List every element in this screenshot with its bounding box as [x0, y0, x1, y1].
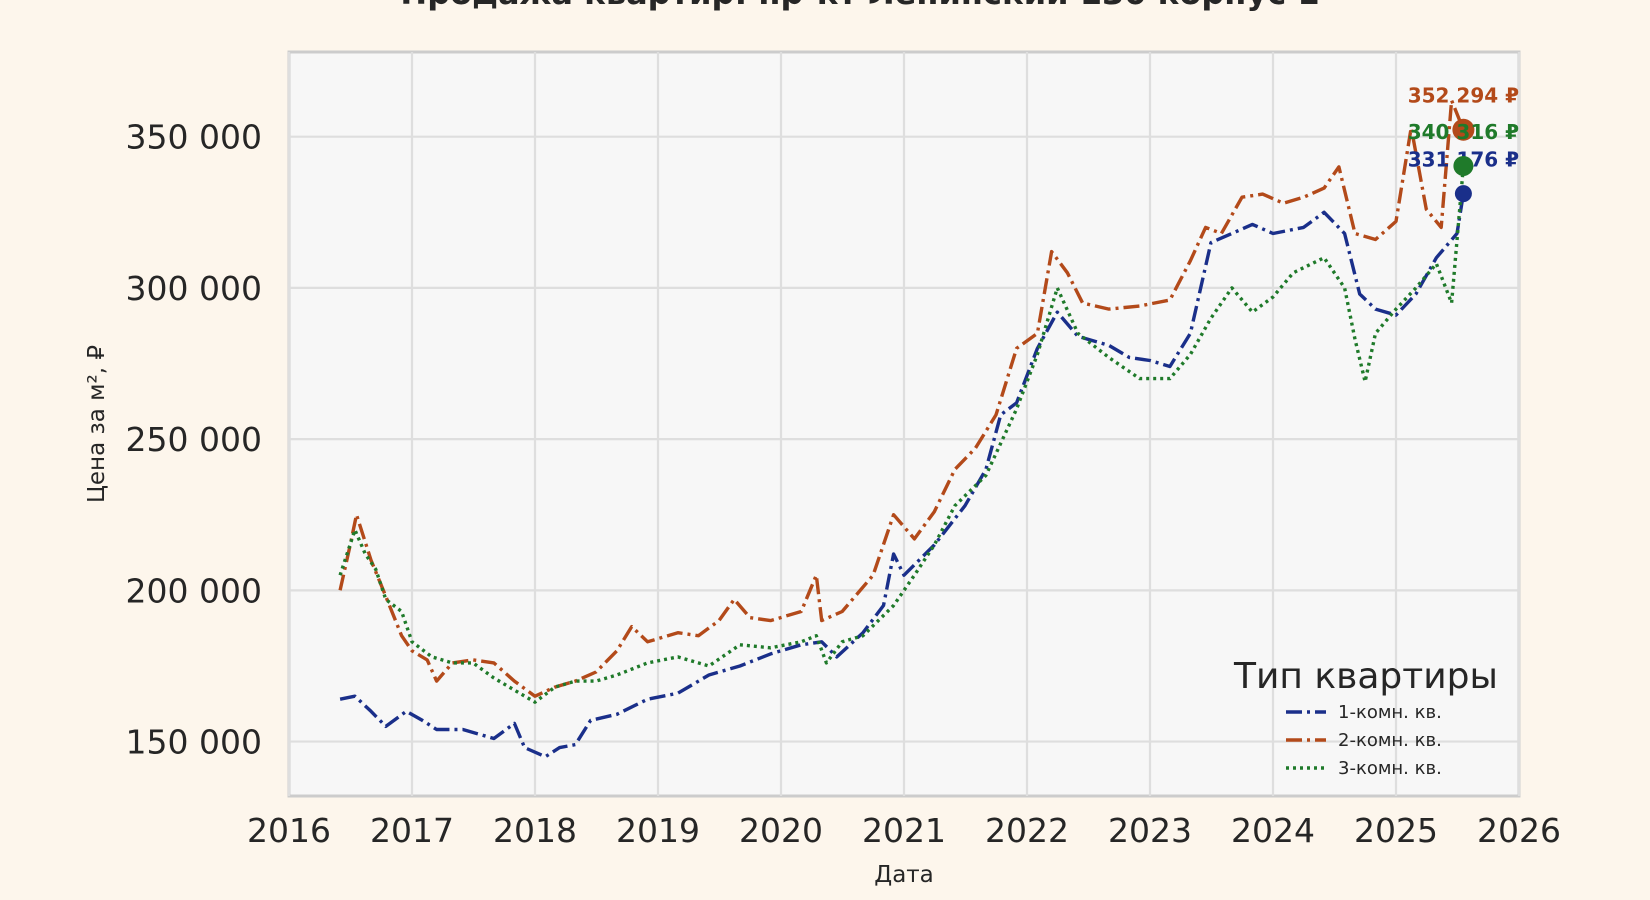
end-point-marker — [1453, 155, 1474, 176]
grid-lines — [287, 52, 1521, 796]
legend-title: Тип квартиры — [1233, 656, 1498, 697]
x-axis-label: Дата — [874, 862, 934, 888]
end-point-marker — [1454, 185, 1472, 203]
x-tick-label: 2018 — [493, 811, 577, 850]
y-axis-ticks: 150 000 200 000 250 000 300 000 350 000 — [126, 118, 262, 762]
y-tick-label: 350 000 — [126, 118, 262, 157]
x-tick-label: 2025 — [1354, 811, 1438, 850]
y-tick-label: 250 000 — [126, 420, 262, 459]
chart-title: Продажа квартир: пр-кт Ленинский 130 кор… — [400, 0, 1319, 12]
y-axis-label: Цена за м², ₽ — [84, 345, 110, 503]
x-tick-label: 2019 — [616, 811, 700, 850]
y-tick-label: 300 000 — [126, 269, 262, 308]
x-tick-label: 2022 — [985, 811, 1069, 850]
series-line-2 — [338, 98, 1465, 698]
x-axis-ticks: 2016 2017 2018 2019 2020 2021 2022 2023 2024 2025… — [247, 811, 1561, 850]
legend: Тип квартиры 1-комн. кв. 2-комн. кв. 3-ком… — [1233, 656, 1498, 779]
end-markers: 331 176 ₽352 294 ₽340 316 ₽ — [1408, 84, 1519, 203]
legend-label: 1-комн. кв. — [1338, 702, 1442, 723]
x-tick-label: 2021 — [862, 811, 946, 850]
series-line-1 — [339, 193, 1466, 759]
x-tick-label: 2023 — [1108, 811, 1192, 850]
x-tick-label: 2016 — [247, 811, 331, 850]
series-layer — [338, 98, 1466, 759]
end-point-marker — [1452, 118, 1475, 141]
y-tick-label: 150 000 — [126, 723, 262, 762]
end-value-label: 352 294 ₽ — [1408, 84, 1519, 108]
legend-label: 3-комн. кв. — [1338, 758, 1442, 779]
x-tick-label: 2020 — [739, 811, 823, 850]
y-tick-label: 200 000 — [126, 571, 262, 610]
x-tick-label: 2026 — [1477, 811, 1561, 850]
legend-label: 2-комн. кв. — [1338, 730, 1442, 751]
x-tick-label: 2024 — [1231, 811, 1315, 850]
x-tick-label: 2017 — [370, 811, 454, 850]
series-line-3 — [338, 165, 1466, 704]
end-value-label: 340 316 ₽ — [1408, 120, 1519, 144]
